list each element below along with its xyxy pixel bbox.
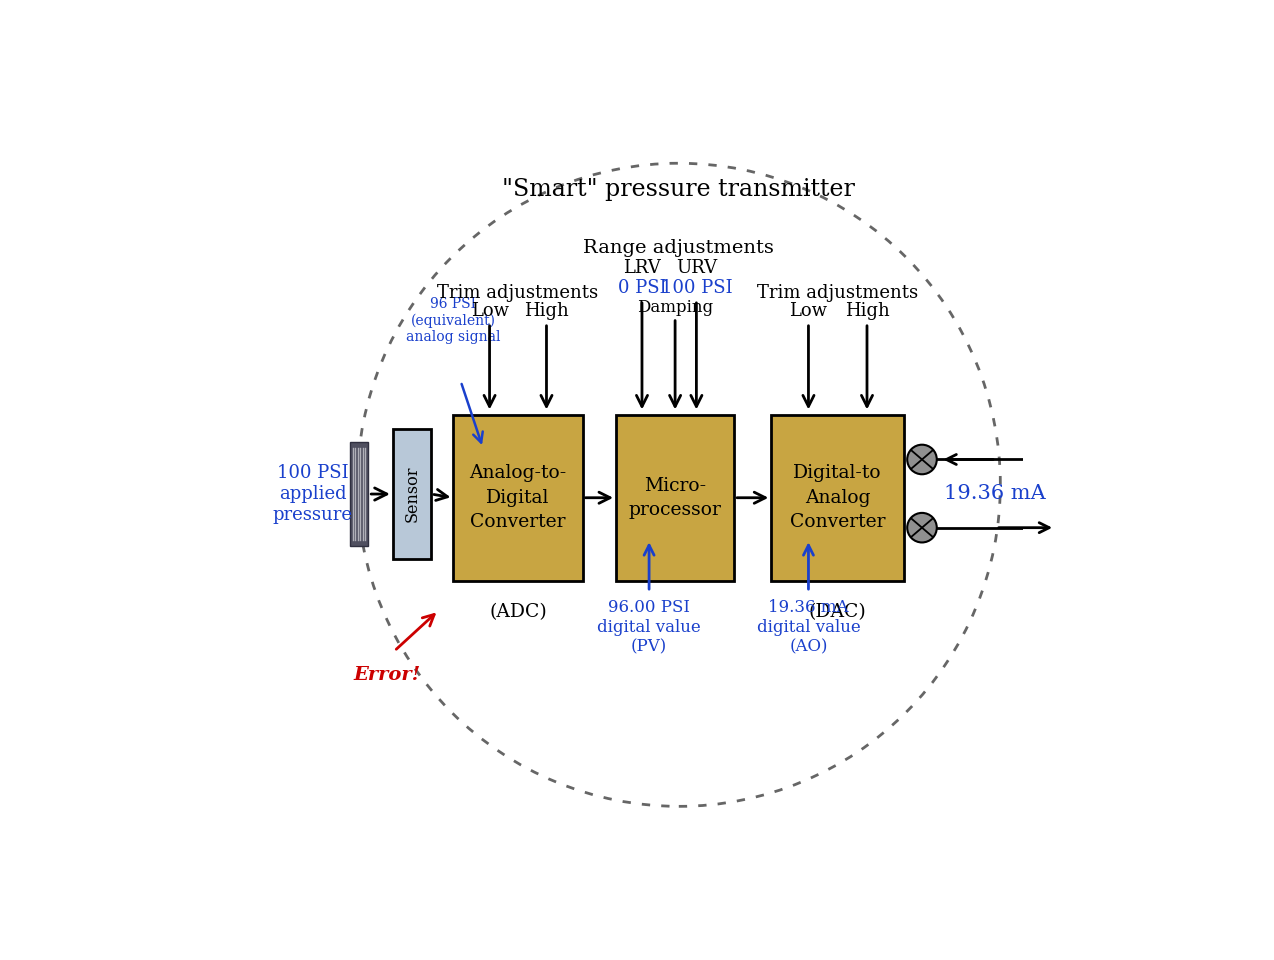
Text: 96 PSI
(equivalent)
analog signal: 96 PSI (equivalent) analog signal xyxy=(406,298,501,345)
Text: High: High xyxy=(845,302,889,320)
Text: Low: Low xyxy=(470,302,508,320)
FancyBboxPatch shape xyxy=(454,415,582,581)
Text: (DAC): (DAC) xyxy=(809,603,866,621)
Text: 19.36 mA
digital value
(AO): 19.36 mA digital value (AO) xyxy=(757,599,860,656)
Text: Sensor: Sensor xyxy=(404,466,420,522)
Text: processor: processor xyxy=(628,501,721,519)
Text: Micro-: Micro- xyxy=(645,476,706,494)
Text: Converter: Converter xyxy=(790,514,885,531)
Text: (ADC): (ADC) xyxy=(489,603,547,621)
Text: Trim adjustments: Trim adjustments xyxy=(757,283,919,301)
Text: LRV: LRV xyxy=(623,259,661,277)
FancyBboxPatch shape xyxy=(350,443,368,546)
Text: Analog-to-: Analog-to- xyxy=(469,465,567,482)
Circle shape xyxy=(907,513,936,542)
Text: Digital-to: Digital-to xyxy=(794,465,882,482)
Text: Digital: Digital xyxy=(487,489,549,507)
Text: Range adjustments: Range adjustments xyxy=(583,239,775,257)
Text: Damping: Damping xyxy=(637,299,713,316)
Text: Low: Low xyxy=(790,302,827,320)
Text: Analog: Analog xyxy=(805,489,870,507)
FancyBboxPatch shape xyxy=(392,429,431,559)
Text: High: High xyxy=(524,302,569,320)
Text: 96.00 PSI
digital value
(PV): 96.00 PSI digital value (PV) xyxy=(598,599,701,656)
Text: URV: URV xyxy=(675,259,717,277)
Text: Error!: Error! xyxy=(353,666,420,684)
FancyBboxPatch shape xyxy=(615,415,734,581)
Text: Trim adjustments: Trim adjustments xyxy=(437,283,599,301)
Text: 0 PSI: 0 PSI xyxy=(618,279,666,298)
Text: 100 PSI: 100 PSI xyxy=(661,279,733,298)
FancyBboxPatch shape xyxy=(771,415,905,581)
Circle shape xyxy=(907,444,936,474)
Text: 19.36 mA: 19.36 mA xyxy=(944,484,1046,503)
Text: "Smart" pressure transmitter: "Smart" pressure transmitter xyxy=(502,178,855,201)
Text: Converter: Converter xyxy=(470,514,566,531)
Text: 100 PSI
applied
pressure: 100 PSI applied pressure xyxy=(273,465,353,524)
